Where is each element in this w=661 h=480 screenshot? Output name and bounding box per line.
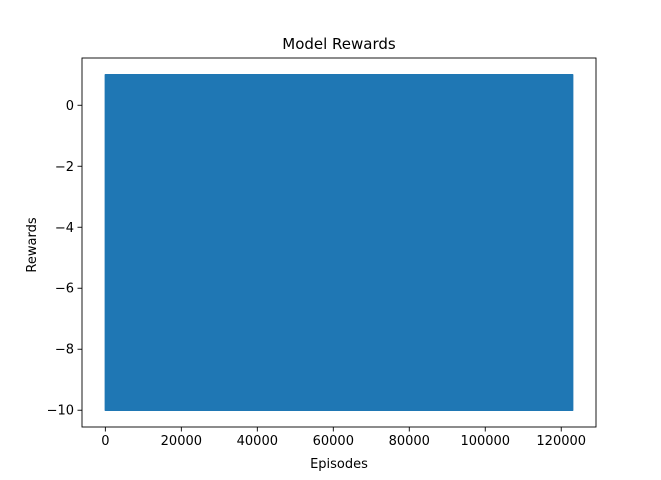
x-axis-ticks: 0 20000 40000 60000 80000 100000 120000 [101, 427, 586, 449]
x-tick-label: 60000 [313, 434, 354, 449]
x-tick-label: 0 [101, 434, 109, 449]
reward-series-band-0 [104, 74, 574, 411]
y-tick-label: −10 [47, 404, 74, 419]
plot-layer [81, 57, 597, 428]
plot-frame [81, 57, 597, 428]
y-tick-label: −8 [55, 343, 74, 358]
x-tick-label: 20000 [161, 434, 202, 449]
x-axis-title: Episodes [310, 457, 368, 472]
y-axis-ticks: 0 −2 −4 −6 −8 −10 [47, 99, 82, 419]
y-tick-label: 0 [66, 99, 74, 114]
x-tick-label: 80000 [389, 434, 430, 449]
chart-title: Model Rewards [282, 35, 396, 53]
x-tick-label: 40000 [237, 434, 278, 449]
y-tick-label: −6 [55, 282, 74, 297]
y-tick-label: −4 [55, 221, 74, 236]
y-tick-label: −2 [55, 160, 74, 175]
y-axis-title: Rewards [25, 217, 40, 272]
x-tick-label: 100000 [460, 434, 510, 449]
x-tick-label: 120000 [536, 434, 586, 449]
